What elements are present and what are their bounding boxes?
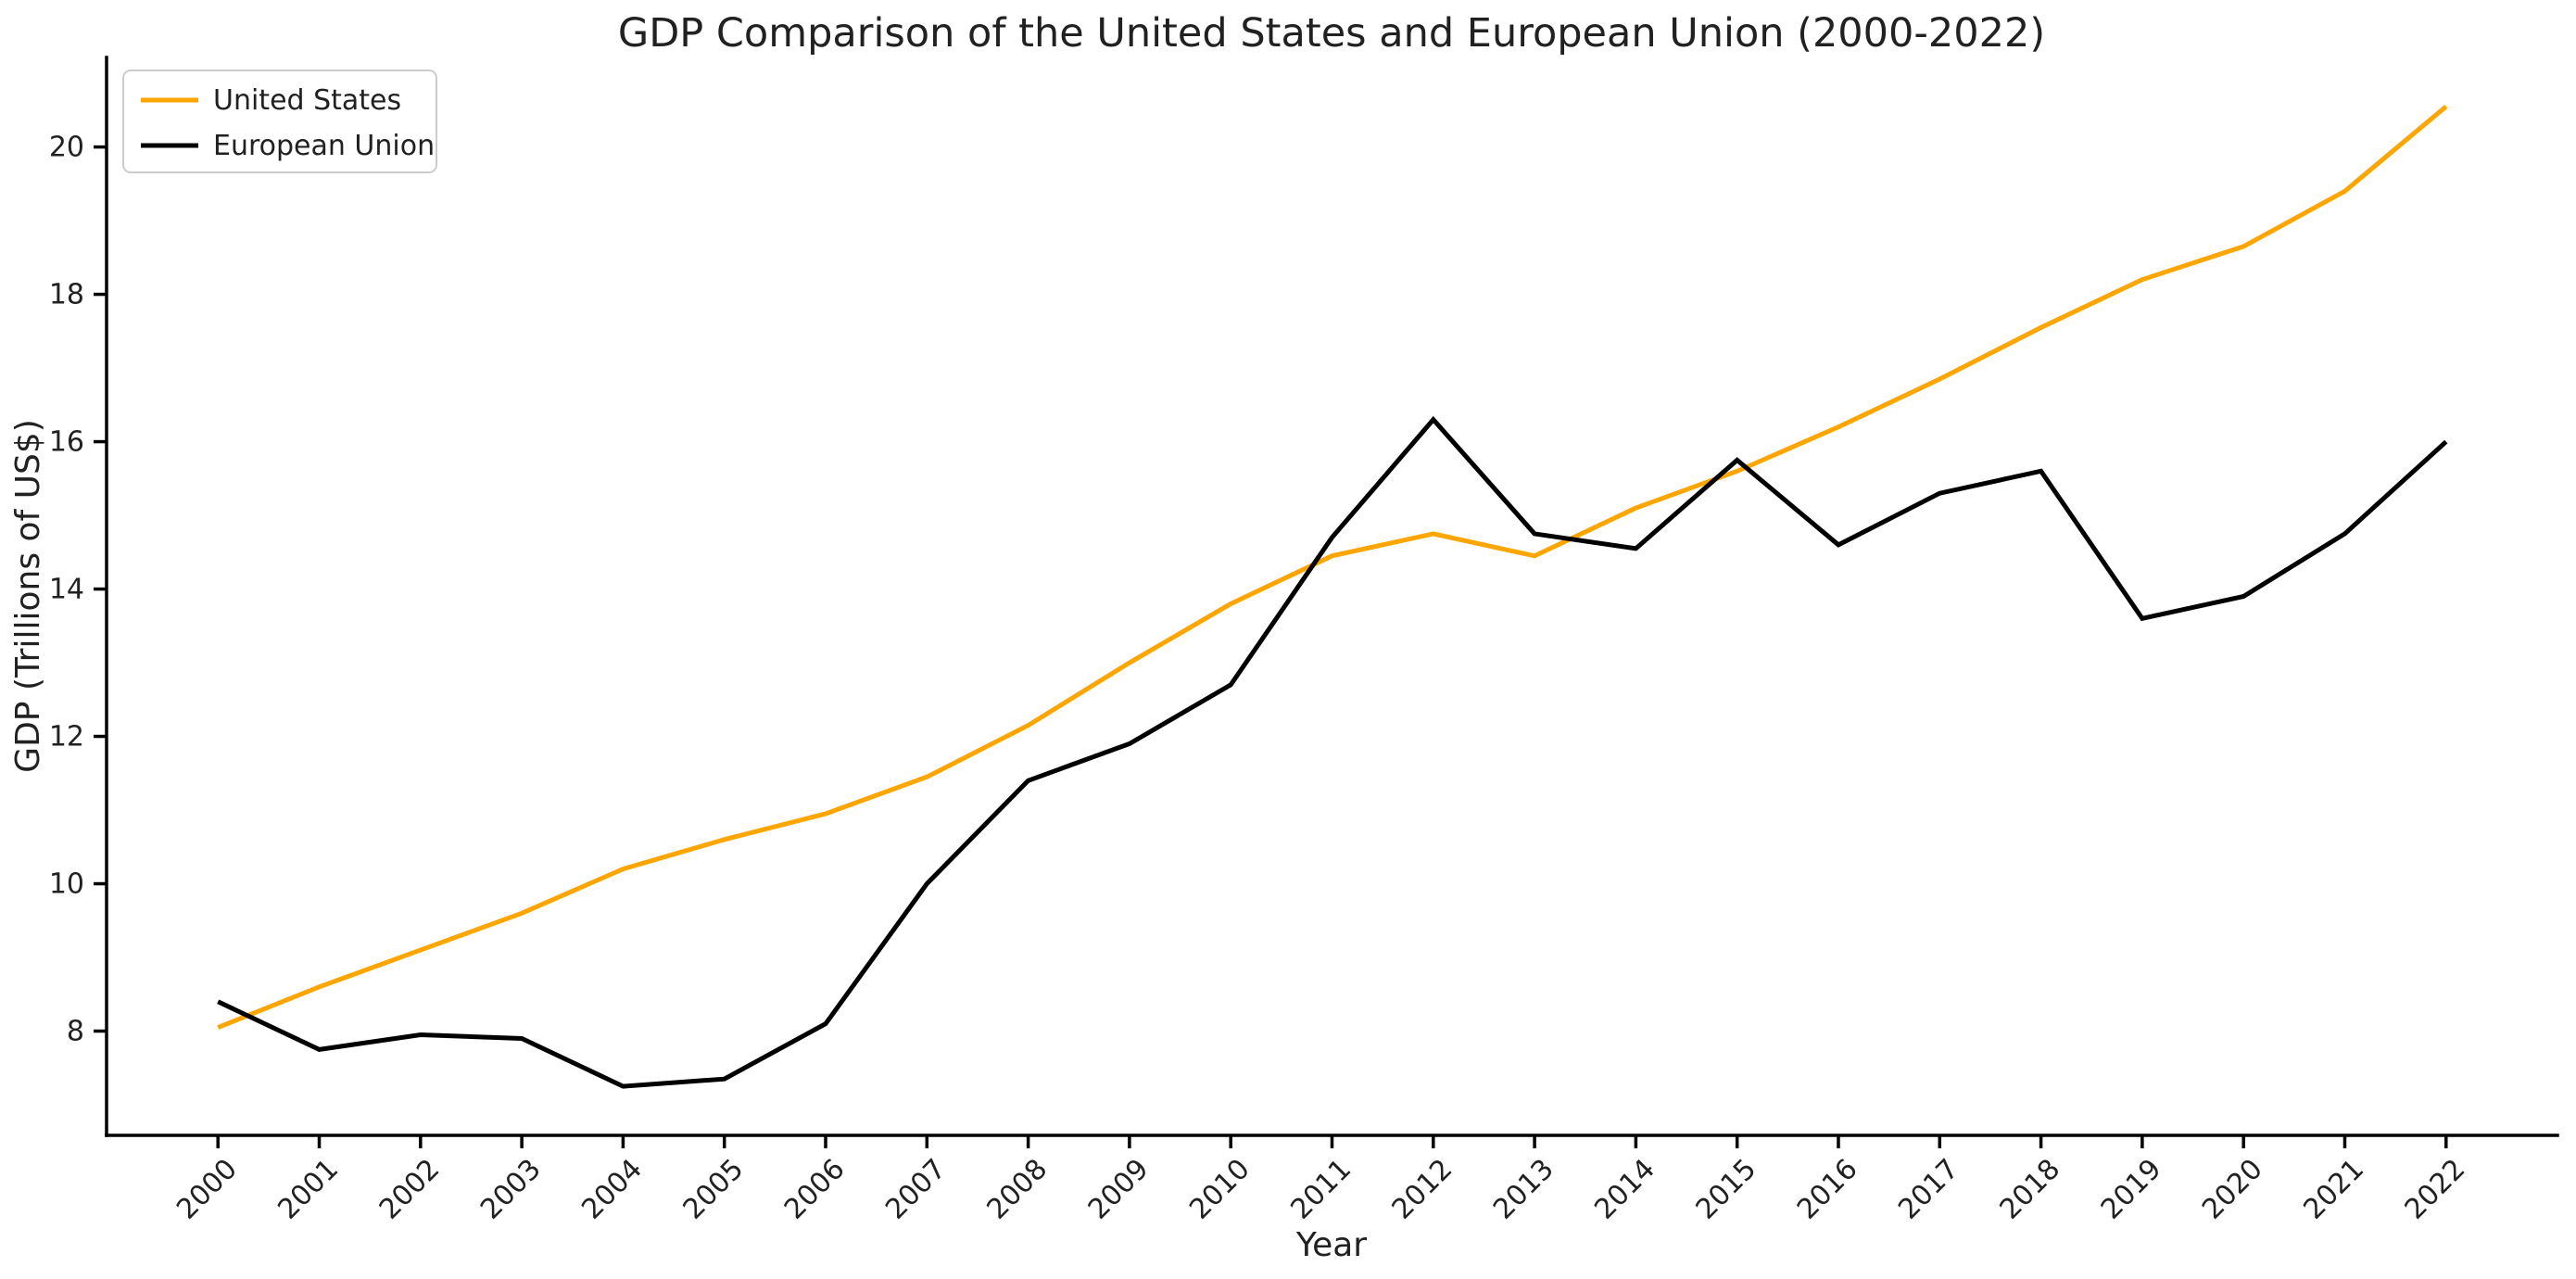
x-tick-label: 2004 — [575, 1153, 649, 1226]
x-tick-label: 2016 — [1791, 1153, 1864, 1226]
x-tick-label: 2022 — [2399, 1153, 2472, 1226]
y-axis: 8 10 12 14 16 18 20 GDP (Trillions of US$) — [9, 56, 108, 1137]
x-ticks: 2000 2001 2002 2003 2004 2005 2006 2007 2008 2009… — [170, 1135, 2471, 1226]
chart-title: GDP Comparison of the United States and … — [618, 10, 2045, 57]
legend-label-european-union: European Union — [213, 130, 435, 162]
legend-item-united-states: United States — [141, 84, 401, 117]
legend-item-european-union: European Union — [141, 130, 435, 162]
series-line-european-union — [217, 415, 2448, 1089]
x-tick-label: 2018 — [1993, 1153, 2066, 1226]
x-tick-label: 2003 — [474, 1153, 548, 1226]
y-tick-label: 16 — [49, 426, 84, 459]
legend: United States European Union — [122, 70, 437, 173]
y-ticks: 8 10 12 14 16 18 20 — [49, 132, 107, 1048]
x-tick-label: 2002 — [373, 1153, 447, 1226]
x-tick-label: 2001 — [271, 1153, 345, 1226]
x-tick-label: 2010 — [1183, 1153, 1256, 1226]
x-tick-label: 2013 — [1487, 1153, 1560, 1226]
x-tick-label: 2008 — [981, 1153, 1054, 1226]
plot-area — [217, 104, 2448, 1089]
series-line-united-states — [217, 104, 2448, 1030]
y-axis-label: GDP (Trillions of US$) — [9, 419, 47, 773]
x-tick-label: 2014 — [1588, 1153, 1661, 1226]
x-tick-label: 2007 — [879, 1153, 953, 1226]
y-tick-label: 14 — [49, 574, 84, 606]
x-axis: 2000 2001 2002 2003 2004 2005 2006 2007 2008 2009… — [105, 1133, 2559, 1264]
x-tick-label: 2015 — [1690, 1153, 1763, 1226]
x-tick-label: 2017 — [1892, 1153, 1965, 1226]
x-tick-label: 2020 — [2196, 1153, 2269, 1226]
x-tick-label: 2011 — [1284, 1153, 1357, 1226]
x-tick-label: 2021 — [2297, 1153, 2370, 1226]
y-tick-label: 12 — [49, 721, 84, 753]
x-tick-label: 2000 — [170, 1153, 244, 1226]
x-tick-label: 2005 — [677, 1153, 751, 1226]
y-tick-label: 18 — [49, 279, 84, 311]
x-tick-label: 2009 — [1082, 1153, 1155, 1226]
x-axis-label: Year — [1295, 1226, 1367, 1264]
y-tick-label: 10 — [49, 868, 84, 901]
legend-box — [122, 70, 437, 173]
legend-label-united-states: United States — [213, 84, 401, 117]
x-tick-label: 2019 — [2095, 1153, 2168, 1226]
y-tick-label: 20 — [49, 132, 84, 164]
x-tick-label: 2012 — [1386, 1153, 1459, 1226]
x-tick-label: 2006 — [778, 1153, 852, 1226]
y-tick-label: 8 — [67, 1016, 84, 1048]
